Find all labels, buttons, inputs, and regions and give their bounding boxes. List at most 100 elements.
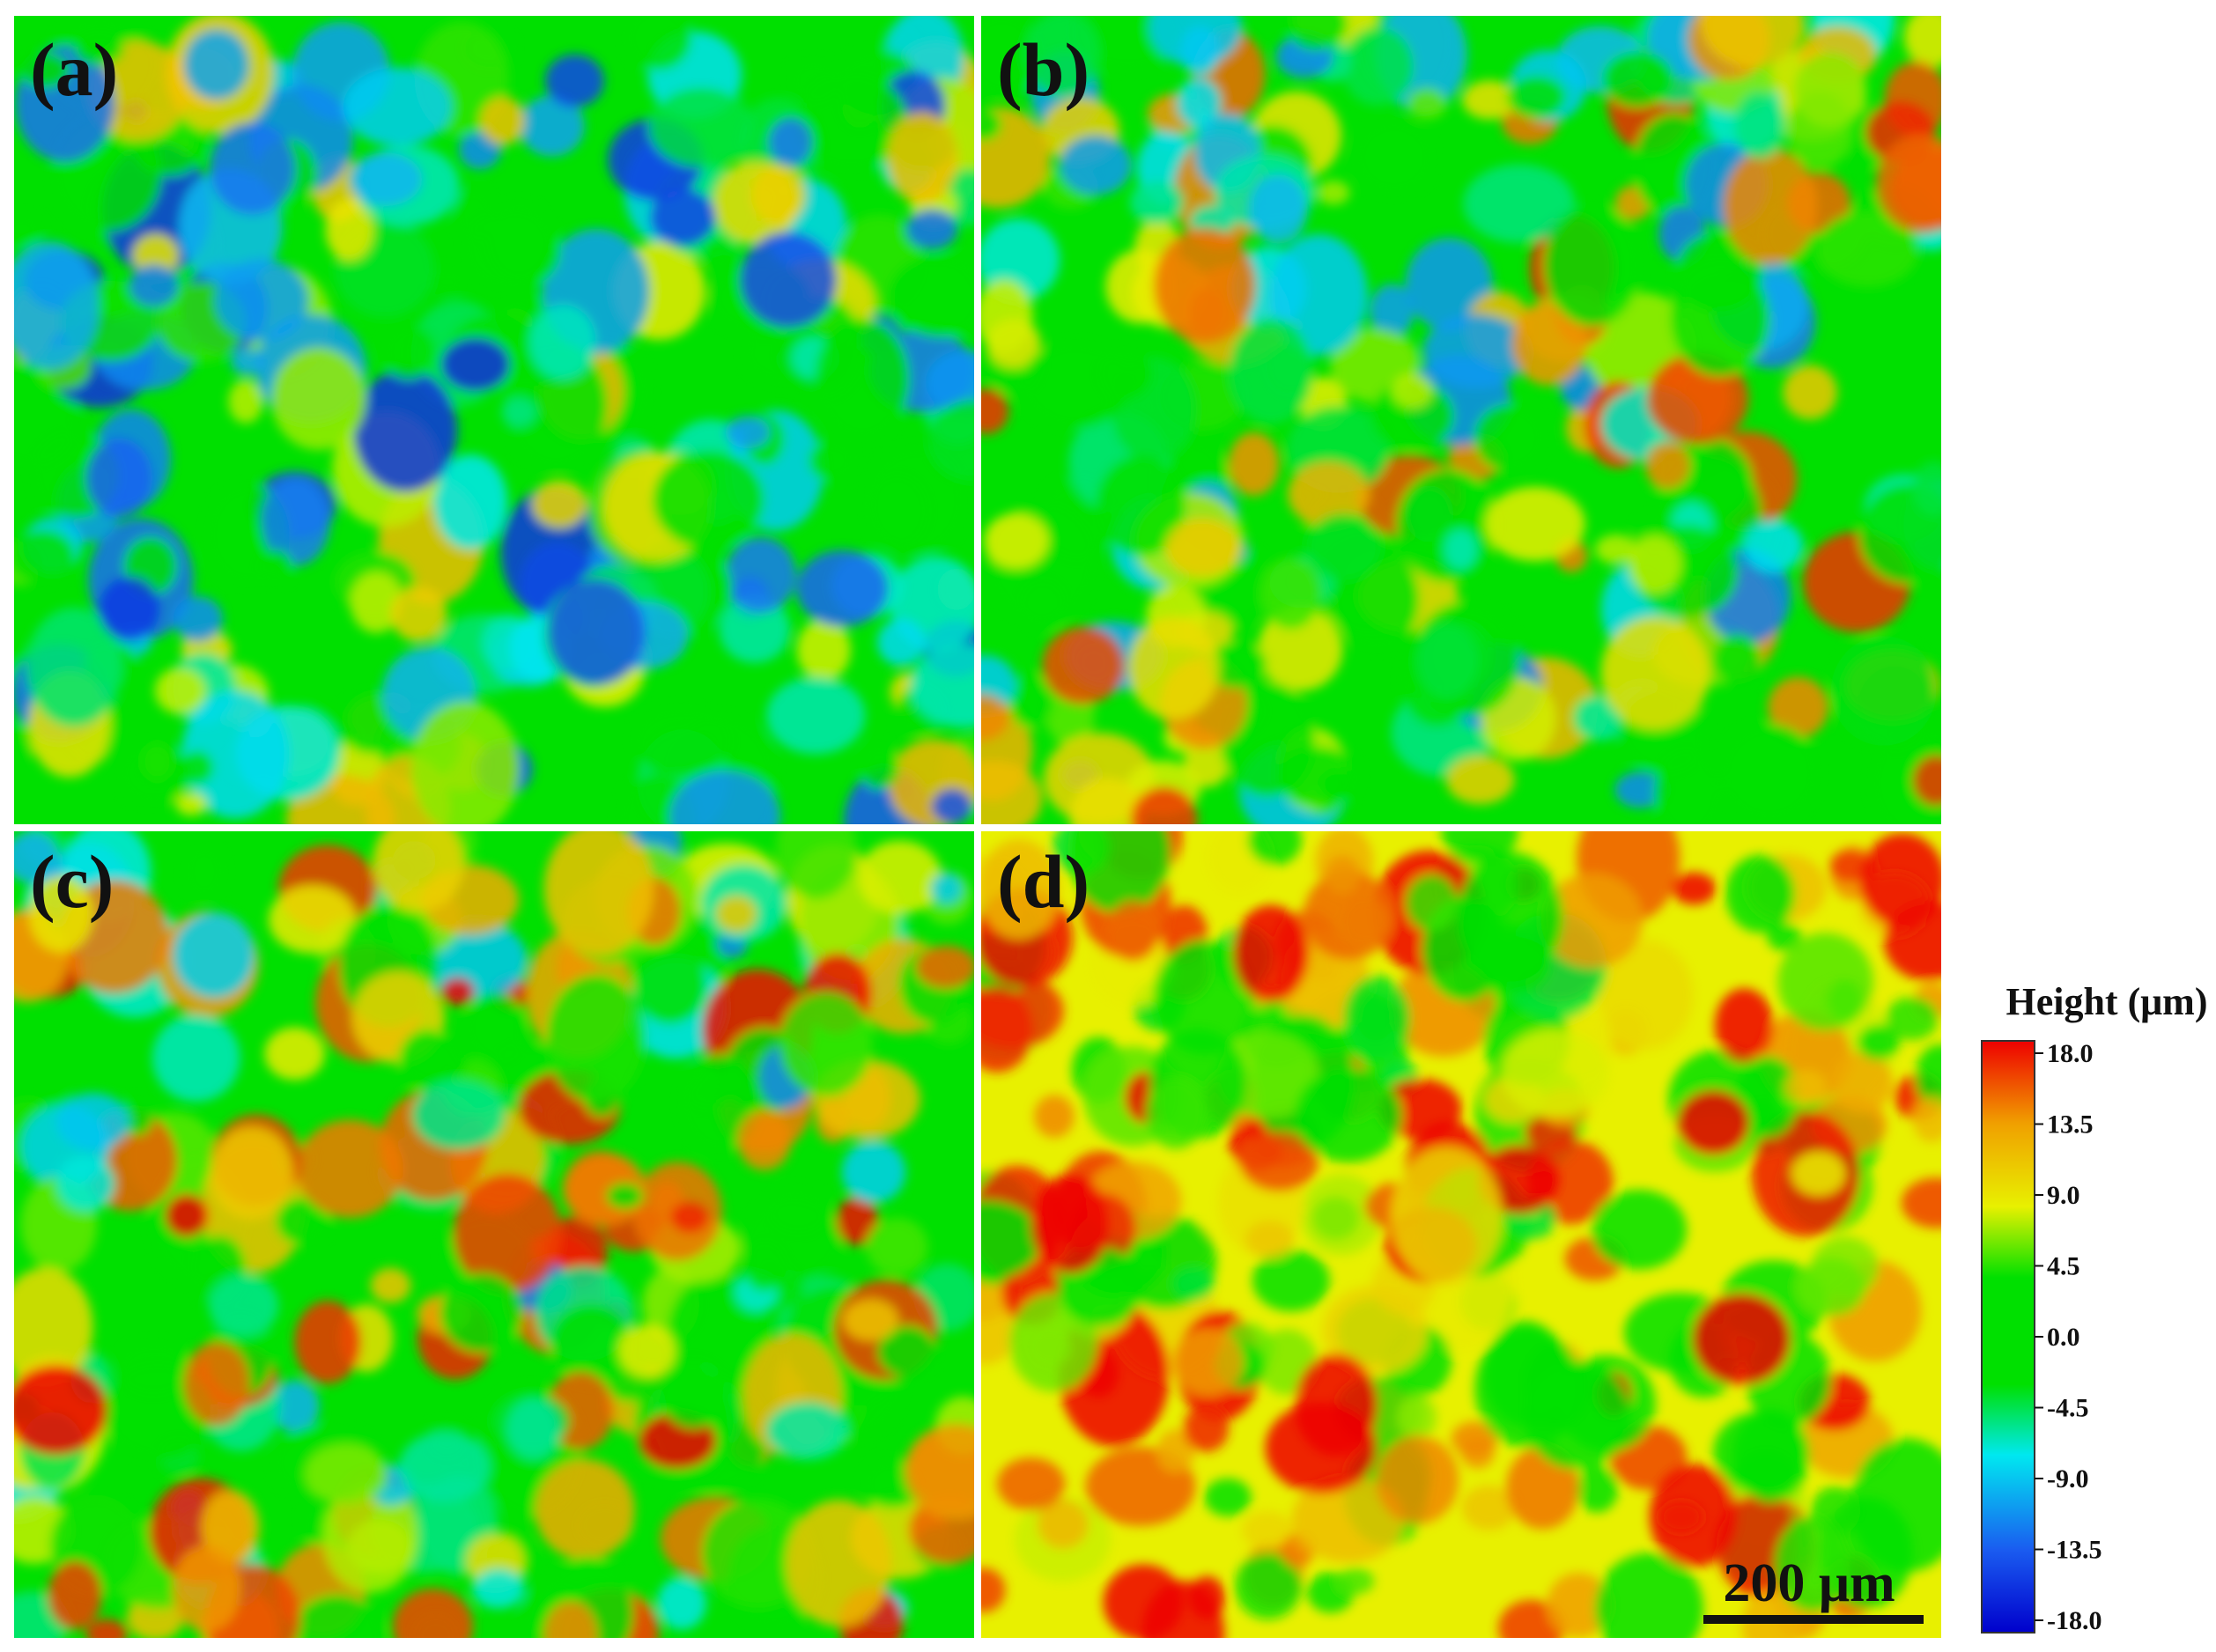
texture-blob bbox=[1232, 904, 1309, 1003]
texture-blob bbox=[1229, 317, 1313, 425]
texture-blob bbox=[1392, 372, 1433, 409]
texture-blob bbox=[183, 1341, 250, 1426]
texture-blob bbox=[1207, 641, 1267, 689]
texture-blob bbox=[392, 1588, 474, 1638]
texture-blob bbox=[1540, 874, 1644, 969]
texture-blob bbox=[1701, 16, 1804, 68]
texture-blob bbox=[1725, 854, 1796, 933]
texture-blob bbox=[550, 1304, 633, 1385]
texture-blob bbox=[74, 30, 124, 66]
colorbar-tick-label: 9.0 bbox=[2047, 1181, 2080, 1210]
texture-blob bbox=[1172, 1267, 1215, 1301]
colorbar-tick-label: -9.0 bbox=[2047, 1464, 2089, 1493]
texture-blob bbox=[1912, 461, 1941, 516]
texture-blob bbox=[1462, 80, 1518, 120]
colorbar-tick-label: 18.0 bbox=[2047, 1039, 2094, 1068]
texture-blob bbox=[888, 254, 974, 338]
texture-blob bbox=[1775, 1516, 1850, 1612]
texture-blob bbox=[506, 1398, 561, 1460]
texture-blob bbox=[398, 1431, 491, 1502]
texture-blob bbox=[915, 945, 974, 989]
texture-blob bbox=[981, 760, 1043, 824]
texture-blob bbox=[1768, 676, 1828, 739]
texture-blob bbox=[877, 1325, 937, 1378]
texture-blob bbox=[1598, 940, 1694, 1051]
texture-blob bbox=[183, 29, 250, 100]
texture-blob bbox=[1008, 673, 1054, 729]
texture-blob bbox=[931, 788, 972, 824]
texture-blob bbox=[463, 992, 527, 1062]
texture-blob bbox=[503, 341, 608, 470]
texture-blob bbox=[99, 576, 160, 641]
texture-blob bbox=[55, 1093, 130, 1151]
texture-blob bbox=[1096, 454, 1186, 557]
texture-blob bbox=[1743, 520, 1804, 572]
texture-blob bbox=[981, 16, 1040, 97]
texture-blob bbox=[1336, 1567, 1375, 1595]
texture-blob bbox=[1242, 1511, 1293, 1550]
texture-blob bbox=[55, 1155, 115, 1212]
texture-blob bbox=[28, 875, 93, 953]
texture-blob bbox=[1249, 174, 1308, 244]
texture-blob bbox=[48, 1560, 102, 1630]
texture-blob bbox=[1901, 1177, 1941, 1228]
texture-blob bbox=[1767, 922, 1801, 951]
texture-blob bbox=[1784, 1070, 1827, 1104]
texture-blob bbox=[1341, 26, 1414, 107]
texture-blob bbox=[1858, 483, 1941, 585]
texture-blob bbox=[719, 595, 790, 663]
texture-blob bbox=[927, 399, 974, 482]
texture-blob bbox=[1370, 284, 1415, 338]
texture-blob bbox=[765, 1402, 848, 1460]
texture-blob bbox=[779, 992, 873, 1096]
texture-blob bbox=[795, 72, 908, 173]
texture-blob bbox=[19, 52, 70, 89]
texture-blob bbox=[381, 324, 437, 380]
texture-blob bbox=[1741, 1589, 1800, 1638]
texture-blob bbox=[261, 477, 330, 566]
texture-blob bbox=[305, 1443, 388, 1505]
texture-blob bbox=[1286, 16, 1348, 51]
texture-blob bbox=[866, 1218, 928, 1276]
texture-blob bbox=[472, 1568, 525, 1609]
texture-blob bbox=[1322, 1285, 1428, 1375]
texture-blob bbox=[433, 454, 508, 550]
texture-blob bbox=[545, 974, 646, 1103]
texture-blob bbox=[1546, 1573, 1611, 1638]
texture-blob bbox=[1317, 181, 1350, 205]
texture-blob bbox=[85, 1619, 128, 1638]
texture-blob bbox=[269, 885, 356, 954]
scale-bar-label: 200 μm bbox=[1723, 1553, 1895, 1613]
texture-blob bbox=[1591, 1190, 1688, 1270]
texture-blob bbox=[877, 618, 926, 667]
texture-blob bbox=[519, 95, 585, 157]
texture-blob bbox=[743, 1241, 787, 1292]
texture-blob bbox=[1832, 1051, 1893, 1114]
texture-blob bbox=[1407, 88, 1447, 120]
texture-blob bbox=[14, 240, 100, 370]
texture-blob bbox=[440, 1272, 523, 1353]
texture-blob bbox=[1145, 1078, 1207, 1149]
texture-blob bbox=[1288, 461, 1370, 527]
texture-blob bbox=[650, 188, 716, 247]
texture-blob bbox=[209, 122, 296, 215]
texture-blob bbox=[1295, 1067, 1402, 1163]
colorbar-tick-label: 13.5 bbox=[2047, 1110, 2094, 1139]
texture-blob bbox=[1461, 1485, 1517, 1530]
texture-blob bbox=[1524, 1361, 1631, 1470]
texture-blob bbox=[632, 945, 707, 1025]
texture-blob bbox=[1234, 1552, 1302, 1619]
texture-blob bbox=[373, 831, 464, 912]
texture-blob bbox=[981, 387, 1009, 434]
texture-blob bbox=[606, 1182, 644, 1210]
texture-blob bbox=[1544, 203, 1642, 327]
texture-blob bbox=[1692, 1293, 1791, 1385]
texture-blob bbox=[1876, 134, 1941, 233]
texture-blob bbox=[842, 1299, 898, 1341]
texture-blob bbox=[1319, 770, 1356, 801]
texture-blob bbox=[1247, 831, 1302, 866]
texture-blob bbox=[1141, 1580, 1225, 1638]
texture-blob bbox=[624, 16, 692, 71]
texture-blob bbox=[1594, 1552, 1703, 1638]
texture-blob bbox=[271, 347, 366, 450]
